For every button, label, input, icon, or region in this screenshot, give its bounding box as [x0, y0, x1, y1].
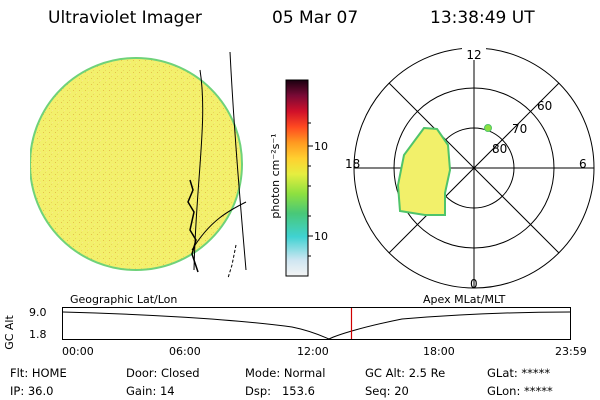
auroral-oval: [396, 126, 452, 216]
mlt-label-0: 0: [470, 277, 478, 291]
coastline: [187, 179, 199, 273]
right-panel-caption: Apex MLat/MLT: [423, 293, 506, 306]
colorbar-gradient: [285, 79, 309, 277]
lat-label-80: 80: [492, 142, 507, 156]
colorbar-tick-label: 100: [314, 140, 328, 153]
colorbar-unit-label: photon cm⁻²s⁻¹: [269, 133, 282, 218]
door-status: Door: Closed: [126, 366, 200, 380]
gain-value: Gain: 14: [126, 384, 175, 398]
mlt-label-18: 18: [345, 157, 360, 171]
timeline-frame: [62, 307, 571, 340]
timeline-ytick-min: 1.8: [29, 328, 47, 341]
mlt-label-6: 6: [579, 157, 587, 171]
altitude-curve: [62, 311, 571, 340]
date-label: 05 Mar 07: [272, 8, 359, 28]
earth-disk: [30, 57, 243, 271]
lat-label-60: 60: [537, 99, 552, 113]
glat-value: GLat: *****: [487, 366, 551, 380]
timeline-ylabel: GC Alt: [2, 315, 16, 350]
ip-value: IP: 36.0: [10, 384, 54, 398]
timeline-xtick: 23:59: [555, 345, 587, 358]
mode-status: Mode: Normal: [245, 366, 326, 380]
colorbar: 100 10 photon cm⁻²s⁻¹: [269, 79, 328, 277]
coastline: [227, 244, 237, 279]
timeline-xtick: 12:00: [297, 345, 329, 358]
mlt-line-diag: [388, 82, 560, 254]
seq-value: Seq: 20: [365, 384, 409, 398]
dsp-value: Dsp: 153.6: [245, 384, 315, 398]
mlt-label-12: 12: [466, 48, 481, 62]
timeline-ytick-max: 9.0: [29, 306, 47, 319]
time-label: 13:38:49 UT: [430, 8, 535, 28]
glon-value: GLon: *****: [487, 384, 553, 398]
geographic-globe-image: [30, 51, 247, 279]
longitude-line: [229, 51, 247, 271]
polar-mlt-plot: 12 6 0 18 60 70 80: [345, 45, 595, 291]
altitude-timeline: [62, 307, 571, 340]
lat-label-70: 70: [512, 122, 527, 136]
colorbar-tick-label: 10: [314, 230, 328, 243]
timeline-ylabel-wrap: GC Alt: [2, 312, 18, 352]
timeline-xtick: 06:00: [169, 345, 201, 358]
app-title: Ultraviolet Imager: [48, 8, 202, 28]
timeline-xtick: 18:00: [423, 345, 455, 358]
gc-alt-value: GC Alt: 2.5 Re: [365, 366, 446, 380]
timeline-xtick: 00:00: [62, 345, 94, 358]
auroral-spot: [484, 124, 492, 132]
flight-status: Flt: HOME: [10, 366, 67, 380]
coastline: [191, 201, 247, 251]
left-panel-caption: Geographic Lat/Lon: [70, 293, 178, 306]
